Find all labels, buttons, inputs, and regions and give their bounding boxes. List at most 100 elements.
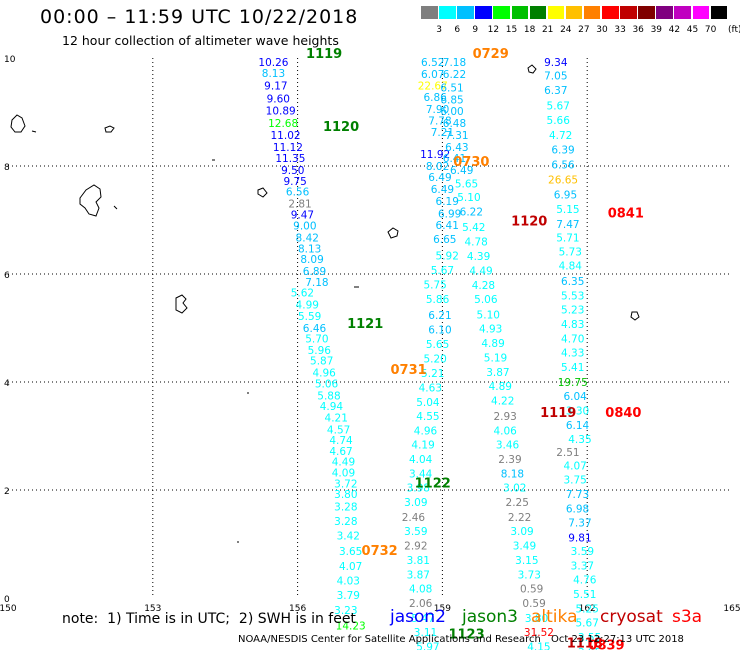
wave-height-value: 4.89 xyxy=(481,338,504,350)
wave-height-value: 3.11 xyxy=(414,627,437,639)
wave-height-value: 2.22 xyxy=(508,512,531,524)
legend-swatch xyxy=(638,6,655,19)
wave-height-value: 5.62 xyxy=(291,288,314,300)
wave-height-value: 4.49 xyxy=(332,457,355,469)
wave-height-value: 4.67 xyxy=(329,446,352,458)
wave-height-value: 6.35 xyxy=(561,276,584,288)
wave-height-value: 4.28 xyxy=(472,280,495,292)
wave-height-value: 3.87 xyxy=(486,367,509,379)
wave-height-value: 2.39 xyxy=(498,454,521,466)
pass-time-label: 0730 xyxy=(453,155,489,170)
wave-height-value: 6.99 xyxy=(438,208,461,220)
map-grid: 150 153 156 159 162 165 0 2 4 6 8 10 xyxy=(0,55,740,614)
wave-height-value: 5.15 xyxy=(556,204,579,216)
coastline-island-8 xyxy=(527,64,537,74)
legend-label: 39 xyxy=(650,25,663,35)
wave-height-value: 5.06 xyxy=(474,294,498,306)
pass-time-label: 0840 xyxy=(605,406,641,421)
legend-swatch xyxy=(475,6,492,19)
wave-height-value: 5.51 xyxy=(573,589,596,601)
wave-height-value: 9.75 xyxy=(283,176,306,188)
legend-label: 27 xyxy=(578,25,590,35)
wave-height-value: 8.02 xyxy=(426,161,449,173)
legend-label: 36 xyxy=(632,25,644,35)
wave-height-value: 10.26 xyxy=(258,57,288,69)
wave-height-value: 5.71 xyxy=(556,233,579,245)
coastline-island-6 xyxy=(354,227,399,288)
wave-height-value: 3.30 xyxy=(566,405,589,417)
wave-height-value: 9.34 xyxy=(544,57,568,69)
pass-time-label: 1118 xyxy=(567,637,603,650)
wave-height-value: 3.09 xyxy=(404,497,427,509)
wave-height-value: 4.22 xyxy=(491,396,514,408)
page-title: 00:00 – 11:59 UTC 10/22/2018 xyxy=(40,6,359,28)
wave-height-value: 3.15 xyxy=(515,555,538,567)
wave-height-value: 4.94 xyxy=(320,401,344,413)
legend-swatch xyxy=(493,6,510,19)
wave-height-value: 4.07 xyxy=(563,460,586,472)
legend-swatch xyxy=(565,6,583,19)
wave-height-value: 7.47 xyxy=(556,219,579,231)
wave-height-value: 6.86 xyxy=(423,92,447,104)
wave-height-value: 4.09 xyxy=(332,468,355,480)
wave-height-value: 4.78 xyxy=(464,236,487,248)
wave-height-value: 4.08 xyxy=(409,584,432,596)
footer-timestamp: Oct 23 12:27:13 UTC 2018 xyxy=(551,634,684,645)
pass-time-label: 1123 xyxy=(448,628,484,643)
page-subtitle: 12 hour collection of altimeter wave hei… xyxy=(62,33,339,48)
legend-label: 30 xyxy=(596,25,608,35)
wave-height-value: 14.23 xyxy=(336,620,366,632)
wave-height-value: 6.39 xyxy=(551,145,574,157)
wave-height-value: 11.12 xyxy=(273,142,303,154)
legend-label: 70 xyxy=(704,25,717,35)
wave-height-value: 3.28 xyxy=(334,502,357,514)
wave-height-value: 5.67 xyxy=(576,618,599,630)
x-tick-label: 150 xyxy=(0,604,17,614)
wave-height-value: 3.28 xyxy=(334,516,357,528)
wave-height-value: 5.06 xyxy=(315,378,339,390)
legend-swatch xyxy=(620,6,637,19)
wave-height-value: 2.25 xyxy=(506,497,529,509)
wave-height-value: 7.18 xyxy=(443,57,466,69)
pass-time-label: 1120 xyxy=(323,120,359,135)
satellite-s3a: s3a xyxy=(672,607,703,627)
wave-height-value: 4.19 xyxy=(411,439,434,451)
wave-height-value: 5.67 xyxy=(431,265,454,277)
coastline-island-1 xyxy=(10,114,26,133)
wave-height-value: 4.55 xyxy=(416,411,439,423)
legend-label: 42 xyxy=(668,25,681,35)
wave-height-value: 4.07 xyxy=(339,561,362,573)
wave-height-value: 6.43 xyxy=(445,142,468,154)
y-tick-label: 2 xyxy=(4,487,10,497)
wave-height-value: 5.21 xyxy=(421,368,444,380)
pass-time-label: 1122 xyxy=(415,476,451,491)
wave-height-value: 6.95 xyxy=(554,189,577,201)
wave-height-value: 6.85 xyxy=(440,94,463,106)
wave-height-value: 0.59 xyxy=(520,584,543,596)
legend-swatch xyxy=(529,6,547,19)
x-tick-label: 162 xyxy=(579,604,596,614)
wave-height-value: 3.42 xyxy=(337,531,360,543)
legend-label: 12 xyxy=(487,25,500,35)
wave-height-value: 8.09 xyxy=(300,254,323,266)
wave-height-value: 5.10 xyxy=(457,192,480,204)
wave-height-value: 6.07 xyxy=(421,69,444,81)
wave-height-value: 6.48 xyxy=(443,118,466,130)
wave-height-value: 4.03 xyxy=(337,576,360,588)
wave-height-value: 6.52 xyxy=(421,57,444,69)
wave-height-value: 7.78 xyxy=(428,115,451,127)
wave-height-value: 6.21 xyxy=(428,310,451,322)
wave-height-value: 4.33 xyxy=(561,348,584,360)
wave-height-value: 6.41 xyxy=(436,220,459,232)
wave-height-value: 2.46 xyxy=(402,512,426,524)
wave-height-value: 7.18 xyxy=(305,277,328,289)
wave-height-value: 9.47 xyxy=(291,209,314,221)
wave-height-value: 3.09 xyxy=(510,526,533,538)
wave-height-value: 3.72 xyxy=(334,478,357,490)
wave-height-value: 5.92 xyxy=(436,250,459,262)
wave-height-value: 19.75 xyxy=(558,377,588,389)
wave-height-value: 9.00 xyxy=(293,221,316,233)
wave-height-value: 4.96 xyxy=(414,425,438,437)
wave-height-value: 5.65 xyxy=(426,339,449,351)
